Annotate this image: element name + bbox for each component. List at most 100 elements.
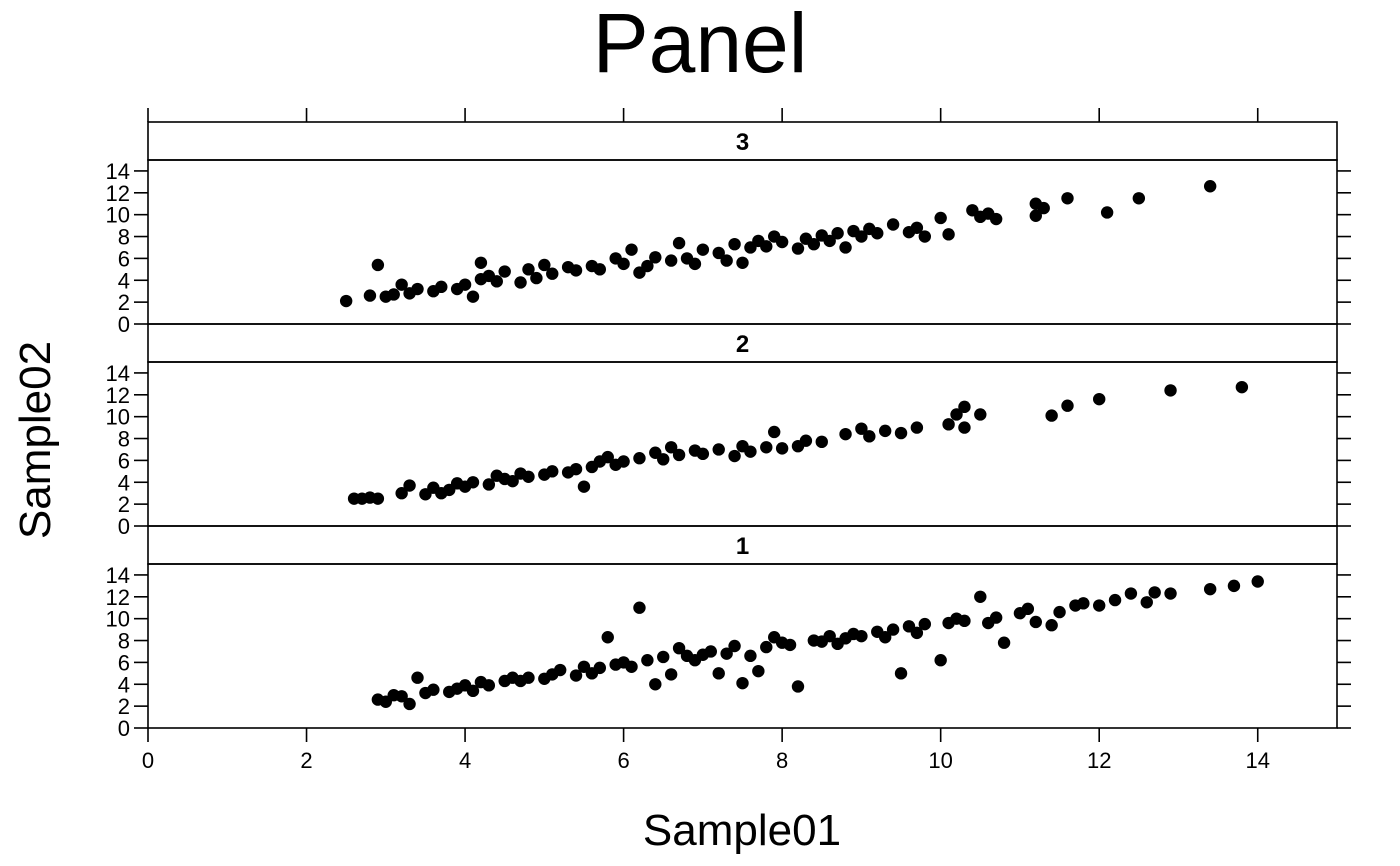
data-point	[569, 669, 583, 682]
data-point	[1077, 597, 1090, 610]
x-tick-label: 12	[1087, 748, 1111, 773]
x-tick-label: 6	[617, 748, 629, 773]
y-tick-label: 2	[118, 694, 130, 719]
data-point	[728, 237, 741, 251]
data-point	[918, 617, 932, 631]
data-point	[1045, 619, 1058, 632]
data-point	[1164, 587, 1177, 600]
data-point	[466, 476, 480, 489]
data-point	[617, 257, 630, 271]
data-point	[474, 256, 488, 269]
x-tick-label: 0	[142, 748, 154, 773]
data-point	[775, 442, 789, 455]
data-point	[403, 697, 416, 711]
data-point	[672, 641, 686, 655]
data-point	[839, 427, 852, 441]
data-point	[649, 251, 662, 264]
data-point	[427, 683, 440, 696]
data-point	[894, 426, 908, 440]
y-tick-label: 6	[118, 448, 130, 473]
data-point	[664, 254, 678, 267]
y-tick-label: 4	[118, 268, 130, 293]
data-point	[1029, 615, 1042, 629]
data-point	[466, 684, 480, 698]
data-point	[546, 267, 559, 280]
data-point	[395, 487, 408, 500]
data-point	[974, 408, 987, 421]
data-point	[625, 243, 638, 256]
strip-label: 1	[736, 533, 749, 560]
data-point	[1053, 605, 1066, 619]
y-tick-label: 8	[118, 225, 130, 250]
data-point	[736, 676, 749, 690]
y-tick-label: 14	[106, 563, 130, 588]
data-point	[775, 235, 789, 249]
data-point	[712, 443, 725, 456]
data-point	[657, 650, 670, 664]
data-point	[910, 421, 924, 434]
data-point	[783, 638, 797, 652]
data-point	[950, 408, 963, 421]
data-point	[791, 680, 805, 693]
data-point	[760, 441, 773, 454]
data-point	[506, 474, 519, 488]
data-point	[411, 671, 424, 684]
data-point	[942, 228, 955, 241]
data-point	[720, 254, 733, 267]
data-point	[1100, 206, 1114, 219]
data-point	[752, 664, 765, 678]
x-tick-label: 8	[776, 748, 788, 773]
data-point	[1203, 582, 1217, 596]
data-point	[934, 654, 947, 667]
y-tick-label: 2	[118, 492, 130, 517]
data-point	[760, 240, 773, 253]
data-point	[522, 470, 535, 483]
data-point	[831, 227, 844, 240]
data-point	[546, 465, 559, 478]
data-point	[855, 230, 868, 243]
data-point	[522, 671, 535, 684]
data-point	[696, 243, 710, 256]
y-tick-label: 10	[106, 405, 130, 430]
data-point	[823, 234, 836, 248]
data-point	[1227, 579, 1241, 593]
data-point	[1251, 575, 1264, 588]
data-point	[878, 631, 892, 644]
data-point	[498, 265, 511, 278]
data-point	[363, 289, 377, 302]
data-point	[910, 626, 924, 640]
data-point	[411, 282, 424, 296]
data-point	[514, 276, 527, 289]
data-point	[696, 447, 710, 461]
x-axis: 0 2 4 6 8 10 12 14	[142, 728, 1270, 773]
data-point	[1021, 602, 1035, 616]
data-point	[918, 230, 932, 243]
y-tick-label: 14	[106, 159, 130, 184]
y-tick-label: 8	[118, 427, 130, 452]
data-point	[744, 445, 757, 458]
data-point	[1203, 180, 1217, 193]
data-point	[863, 430, 876, 443]
plot-frame	[147, 159, 1338, 325]
data-point	[1235, 380, 1249, 394]
data-point	[688, 257, 702, 271]
data-point	[1108, 593, 1122, 607]
x-tick-label: 10	[928, 748, 952, 773]
data-point	[522, 263, 535, 276]
data-point	[974, 590, 987, 603]
data-point	[1029, 209, 1042, 222]
data-point	[435, 280, 448, 294]
data-point	[744, 649, 757, 663]
data-point	[720, 647, 733, 660]
data-point	[403, 479, 416, 492]
data-point	[625, 660, 638, 673]
data-point	[601, 631, 614, 644]
data-point	[958, 421, 971, 434]
data-point	[482, 679, 496, 692]
data-point	[942, 418, 955, 431]
data-point	[855, 629, 868, 643]
data-point	[910, 221, 924, 234]
data-point	[601, 450, 614, 464]
data-point	[664, 441, 678, 454]
